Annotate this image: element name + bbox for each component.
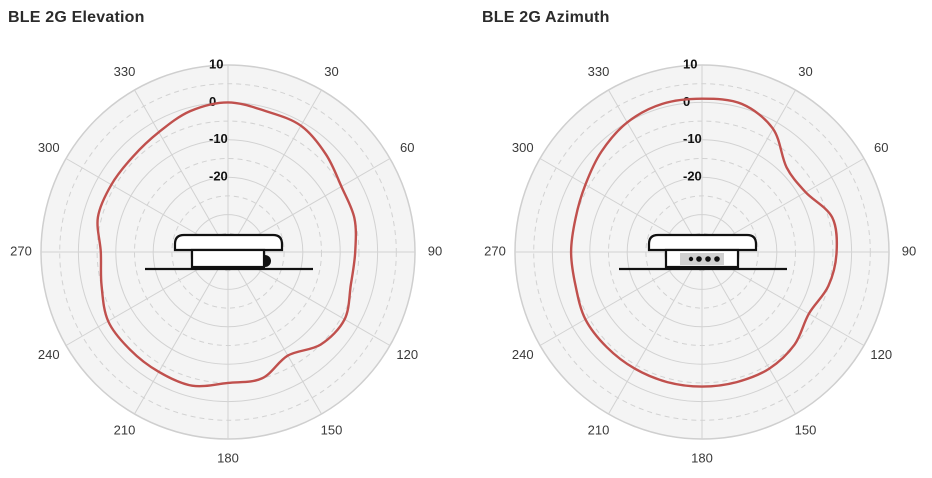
radial-tick-label: 10: [209, 56, 223, 71]
device-led-dot: [688, 256, 694, 262]
device-body: [190, 248, 266, 269]
angle-tick-label: 30: [324, 64, 338, 79]
grid-spoke: [608, 89, 703, 253]
angle-tick-label: 60: [874, 140, 888, 155]
grid-spoke: [701, 89, 796, 253]
angle-tick-label: 330: [114, 64, 136, 79]
radial-tick-label: 0: [209, 94, 216, 109]
polar-chart-azimuth: 30 60 90 120 150 180 210 240 270 300 330 10 0 -10 -20: [484, 56, 916, 465]
radial-tick-label: -10: [683, 131, 702, 146]
grid-spoke: [227, 251, 322, 415]
device-led-dot: [714, 256, 720, 262]
radial-tick-label: 0: [683, 94, 690, 109]
grid-spoke: [608, 251, 703, 415]
grid-spoke: [701, 251, 796, 415]
angle-tick-label: 210: [588, 423, 610, 438]
angle-tick-label: 270: [10, 243, 32, 258]
device-led-dot: [705, 256, 711, 262]
angle-tick-label: 300: [512, 140, 534, 155]
angle-tick-label: 330: [588, 64, 610, 79]
grid-spoke: [227, 89, 322, 253]
angle-tick-label: 90: [902, 243, 916, 258]
device-side-port: [265, 255, 271, 267]
device-cap: [173, 233, 284, 252]
device-led-dot: [696, 256, 702, 262]
chart-title-elevation: BLE 2G Elevation: [8, 9, 145, 26]
radial-tick-label: 10: [683, 56, 697, 71]
grid-spoke: [134, 251, 229, 415]
device-cap: [647, 233, 758, 252]
angle-tick-label: 240: [512, 347, 534, 362]
angle-tick-label: 120: [396, 347, 418, 362]
angle-tick-label: 180: [691, 450, 713, 465]
device-elevation-icon: [145, 233, 313, 271]
angle-tick-label: 210: [114, 423, 136, 438]
angle-tick-label: 150: [321, 423, 343, 438]
polar-chart-elevation: 30 60 90 120 150 180 210 240 270 300 330 10 0 -10 -20: [10, 56, 442, 465]
angle-tick-label: 150: [795, 423, 817, 438]
radial-tick-label: -20: [683, 169, 702, 184]
angle-tick-label: 270: [484, 243, 506, 258]
angle-tick-label: 240: [38, 347, 60, 362]
angle-tick-label: 90: [428, 243, 442, 258]
radial-tick-label: -10: [209, 131, 228, 146]
angle-tick-label: 180: [217, 450, 239, 465]
radial-tick-label: -20: [209, 169, 228, 184]
angle-tick-label: 300: [38, 140, 60, 155]
device-led-panel: [680, 253, 724, 265]
angle-tick-label: 120: [870, 347, 892, 362]
device-azimuth-icon: [619, 233, 787, 271]
grid-spoke: [134, 89, 229, 253]
chart-title-azimuth: BLE 2G Azimuth: [482, 9, 610, 26]
angle-tick-label: 60: [400, 140, 414, 155]
angle-tick-label: 30: [798, 64, 812, 79]
